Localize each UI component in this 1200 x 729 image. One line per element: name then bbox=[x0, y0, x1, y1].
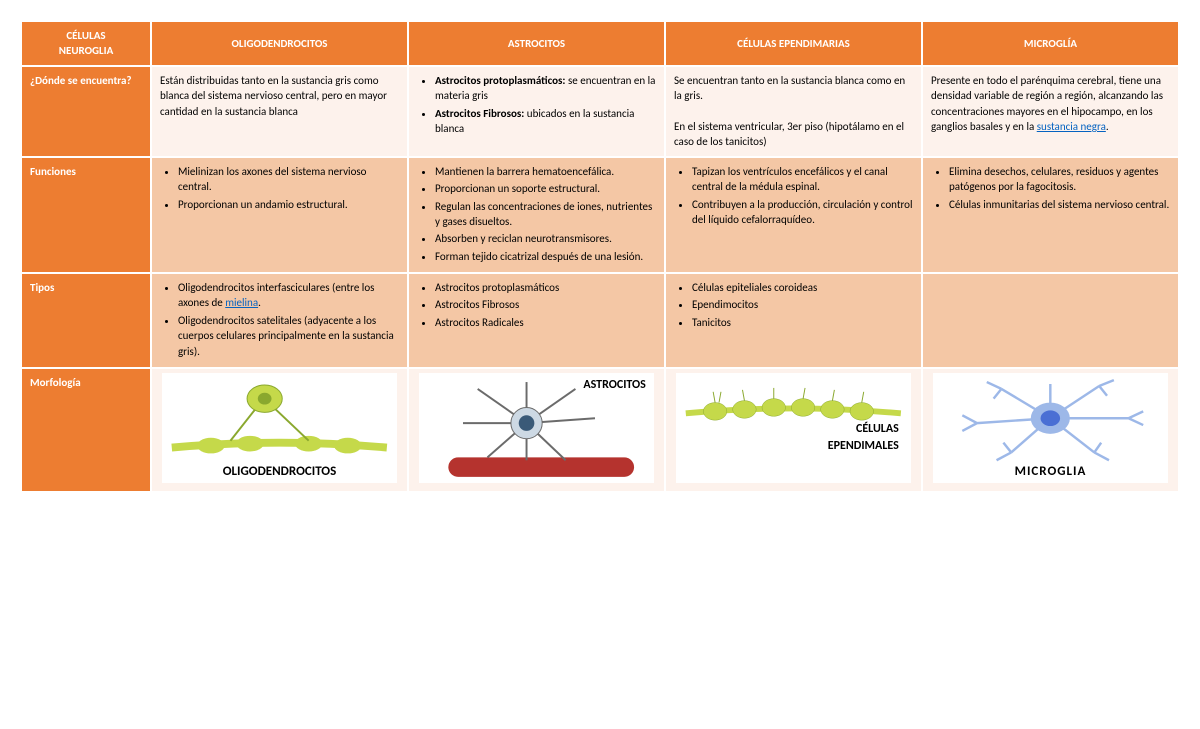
cell-func-astro: Mantienen la barrera hematoencefálica. P… bbox=[408, 157, 665, 273]
cell-func-epend: Tapizan los ventrículos encefálicos y el… bbox=[665, 157, 922, 273]
row-morfologia: Morfología OLIGODENDROCITOS bbox=[21, 368, 1179, 492]
list-item: Proporcionan un soporte estructural. bbox=[435, 181, 656, 196]
cell-donde-astro: Astrocitos protoplasmáticos: se encuentr… bbox=[408, 66, 665, 157]
list-item: Elimina desechos, celulares, residuos y … bbox=[949, 164, 1170, 195]
list-item: Absorben y reciclan neurotransmisores. bbox=[435, 231, 656, 246]
label-tipos: Tipos bbox=[21, 273, 151, 368]
header-celulas: CÉLULAS NEUROGLIA bbox=[21, 21, 151, 66]
header-micro: MICROGLÍA bbox=[922, 21, 1179, 66]
list-item: Mantienen la barrera hematoencefálica. bbox=[435, 164, 656, 179]
list-item: Forman tejido cicatrizal después de una … bbox=[435, 249, 656, 264]
label-funciones: Funciones bbox=[21, 157, 151, 273]
header-oligo: OLIGODENDROCITOS bbox=[151, 21, 408, 66]
label-morfologia: Morfología bbox=[21, 368, 151, 492]
oligodendrocito-illustration: OLIGODENDROCITOS bbox=[162, 373, 397, 483]
cell-img-epend: CÉLULAS EPENDIMALES bbox=[665, 368, 922, 492]
list-item: Regulan las concentraciones de iones, nu… bbox=[435, 199, 656, 230]
cell-donde-micro: Presente en todo el parénquima cerebral,… bbox=[922, 66, 1179, 157]
row-funciones: Funciones Mielinizan los axones del sist… bbox=[21, 157, 1179, 273]
row-donde: ¿Dónde se encuentra? Están distribuidas … bbox=[21, 66, 1179, 157]
cell-tipos-astro: Astrocitos protoplasmáticos Astrocitos F… bbox=[408, 273, 665, 368]
ependimal-illustration: CÉLULAS EPENDIMALES bbox=[676, 373, 911, 483]
list-item: Astrocitos protoplasmáticos: se encuentr… bbox=[435, 73, 656, 104]
astrocito-illustration: ASTROCITOS bbox=[419, 373, 654, 483]
header-epend: CÉLULAS EPENDIMARIAS bbox=[665, 21, 922, 66]
cell-donde-oligo: Están distribuidas tanto en la sustancia… bbox=[151, 66, 408, 157]
neuroglia-table: CÉLULAS NEUROGLIA OLIGODENDROCITOS ASTRO… bbox=[20, 20, 1180, 493]
cell-img-oligo: OLIGODENDROCITOS bbox=[151, 368, 408, 492]
list-item: Mielinizan los axones del sistema nervio… bbox=[178, 164, 399, 195]
link-mielina[interactable]: mielina bbox=[225, 296, 258, 309]
list-item: Astrocitos protoplasmáticos bbox=[435, 280, 656, 295]
list-item: Oligodendrocitos satelitales (adyacente … bbox=[178, 313, 399, 359]
list-item: Células inmunitarias del sistema nervios… bbox=[949, 197, 1170, 212]
header-line2: NEUROGLIA bbox=[59, 44, 114, 57]
cell-func-micro: Elimina desechos, celulares, residuos y … bbox=[922, 157, 1179, 273]
link-sustancia-negra[interactable]: sustancia negra bbox=[1037, 120, 1106, 133]
list-item: Ependimocitos bbox=[692, 297, 913, 312]
list-item: Células epiteliales coroideas bbox=[692, 280, 913, 295]
header-row: CÉLULAS NEUROGLIA OLIGODENDROCITOS ASTRO… bbox=[21, 21, 1179, 66]
header-astro: ASTROCITOS bbox=[408, 21, 665, 66]
list-item: Astrocitos Fibrosos: ubicados en la sust… bbox=[435, 106, 656, 137]
img-label-epend: CÉLULAS EPENDIMALES bbox=[828, 421, 899, 455]
list-item: Contribuyen a la producción, circulación… bbox=[692, 197, 913, 228]
cell-donde-epend: Se encuentran tanto en la sustancia blan… bbox=[665, 66, 922, 157]
cell-img-astro: ASTROCITOS bbox=[408, 368, 665, 492]
img-label-oligo: OLIGODENDROCITOS bbox=[162, 463, 397, 481]
row-tipos: Tipos Oligodendrocitos interfasciculares… bbox=[21, 273, 1179, 368]
cell-img-micro: MICROGLIA bbox=[922, 368, 1179, 492]
cell-func-oligo: Mielinizan los axones del sistema nervio… bbox=[151, 157, 408, 273]
cell-tipos-epend: Células epiteliales coroideas Ependimoci… bbox=[665, 273, 922, 368]
cell-tipos-oligo: Oligodendrocitos interfasciculares (entr… bbox=[151, 273, 408, 368]
list-item: Tapizan los ventrículos encefálicos y el… bbox=[692, 164, 913, 195]
list-item: Astrocitos Radicales bbox=[435, 315, 656, 330]
list-item: Tanicitos bbox=[692, 315, 913, 330]
list-item: Astrocitos Fibrosos bbox=[435, 297, 656, 312]
list-item: Proporcionan un andamio estructural. bbox=[178, 197, 399, 212]
list-item: Oligodendrocitos interfasciculares (entr… bbox=[178, 280, 399, 311]
label-donde: ¿Dónde se encuentra? bbox=[21, 66, 151, 157]
cell-tipos-micro bbox=[922, 273, 1179, 368]
microglia-illustration: MICROGLIA bbox=[933, 373, 1168, 483]
header-line1: CÉLULAS bbox=[66, 29, 105, 42]
img-label-micro: MICROGLIA bbox=[933, 463, 1168, 481]
img-label-astro: ASTROCITOS bbox=[583, 377, 645, 394]
